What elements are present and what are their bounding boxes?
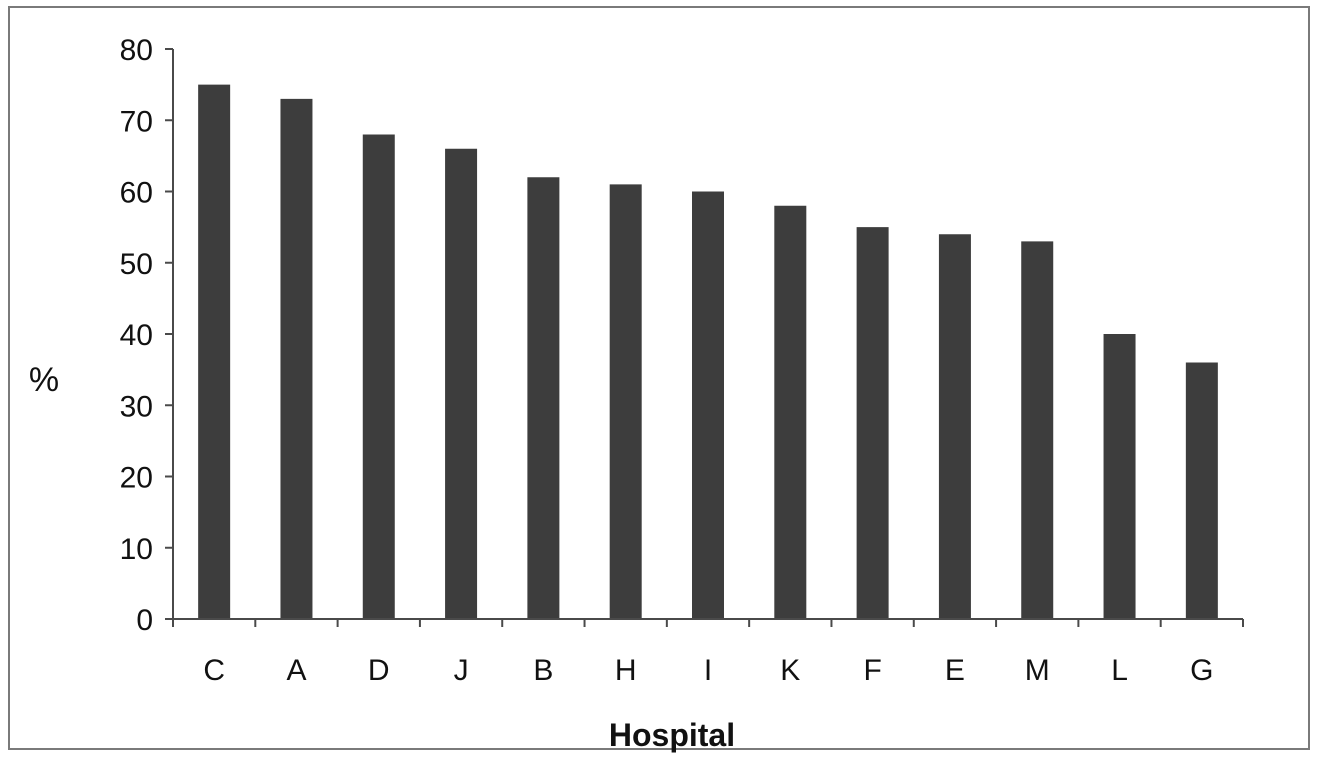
bar-L [1103,334,1136,619]
x-tick-label: D [368,654,390,687]
x-axis-title: Hospital [609,717,735,753]
bar-B [527,177,560,619]
bar-H [609,184,642,619]
x-tick-label: C [203,654,225,687]
x-tick-label: M [1025,654,1050,687]
y-tick-label: 50 [120,248,153,281]
y-tick-label: 70 [120,105,153,138]
bar-A [280,98,313,619]
x-tick-label: B [533,654,553,687]
y-tick-label: 10 [120,533,153,566]
x-tick-label: H [615,654,637,687]
bar-F [856,227,889,619]
x-tick-label: L [1111,654,1128,687]
bar-E [938,234,971,619]
x-tick-label: E [945,654,965,687]
x-tick-label: G [1190,654,1213,687]
x-tick-label: K [780,654,800,687]
y-tick-label: 40 [120,319,153,352]
y-tick-label: 0 [136,604,153,637]
bar-C [198,84,231,619]
bar-K [774,205,807,619]
y-axis-title: % [29,361,59,399]
bar-G [1185,362,1218,619]
bar-D [362,134,395,619]
bars [198,84,1218,619]
y-tick-label: 30 [120,390,153,423]
y-axis-ticks: 0 10 20 30 40 50 60 70 80 [120,34,173,637]
y-tick-label: 60 [120,177,153,210]
x-tick-label: J [454,654,469,687]
x-tick-label: F [863,654,881,687]
bar-J [445,148,478,619]
bar-M [1021,241,1054,619]
y-tick-label: 80 [120,34,153,67]
x-tick-label: I [704,654,712,687]
bar-I [692,191,724,619]
y-tick-label: 20 [120,462,153,495]
x-tick-label: A [286,654,306,687]
